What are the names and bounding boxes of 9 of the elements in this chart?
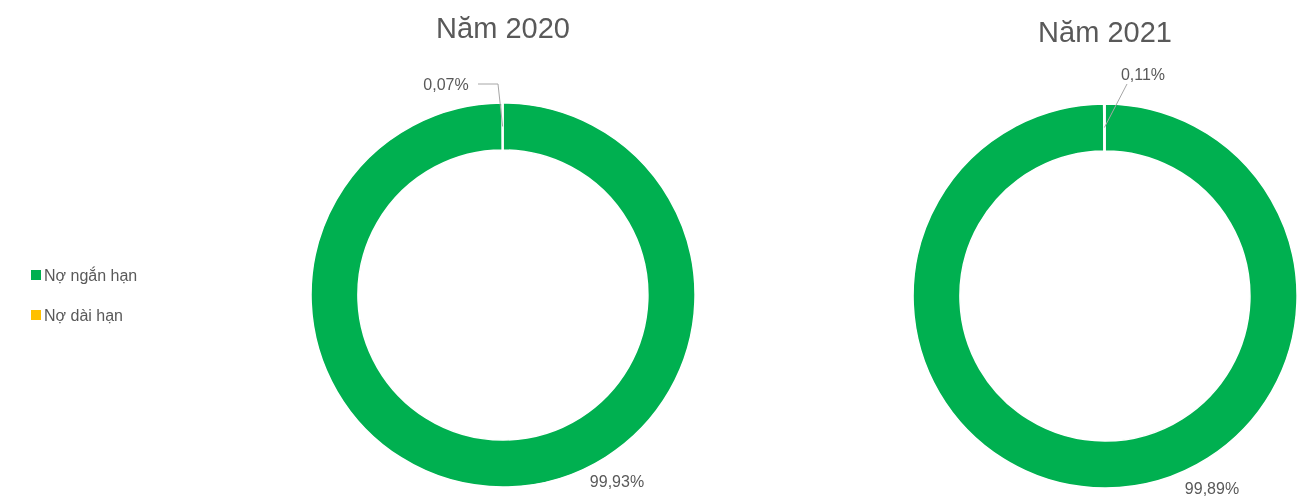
data-label: 0,07% [423,76,469,93]
legend-label: Nợ ngắn hạn [44,266,138,284]
data-label: 99,93% [589,473,645,490]
chart-title: Năm 2020 [436,12,570,44]
data-label: 99,89% [1184,480,1240,497]
donut-slice [310,102,696,488]
legend-label: Nợ dài hạn [44,307,123,324]
chart-title: Năm 2021 [1038,16,1172,48]
data-label: 0,11% [1120,66,1166,83]
